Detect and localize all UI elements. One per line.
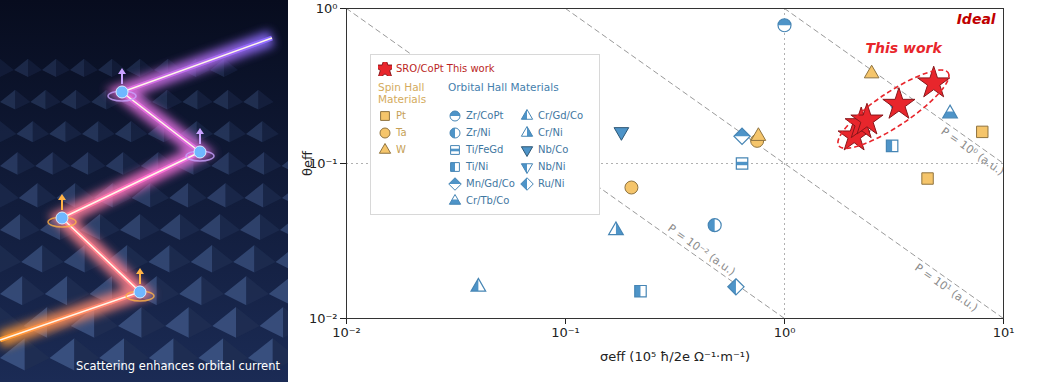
svg-text:10¹: 10¹ [993, 325, 1015, 340]
html-text:W: W [396, 143, 406, 155]
html-text:Ta: Ta [396, 126, 407, 138]
html-text:SRO/CoPt This work: SRO/CoPt This work [396, 62, 495, 74]
html-text:Ti/FeGd: Ti/FeGd [466, 143, 504, 155]
svg-text:Scattering enhances orbital cu: Scattering enhances orbital current [76, 359, 281, 373]
svg-text:10⁰: 10⁰ [774, 325, 796, 340]
html-text:Ti/Ni: Ti/Ni [466, 160, 489, 172]
svg-text:10⁻²: 10⁻² [332, 325, 361, 340]
html-text:Cr/Gd/Co: Cr/Gd/Co [538, 109, 583, 121]
html-text:Ru/Ni: Ru/Ni [538, 177, 565, 189]
html-text:Zr/Ni: Zr/Ni [466, 126, 491, 138]
svg-text:σeff (10⁵ ħ/2e Ω⁻¹·m⁻¹): σeff (10⁵ ħ/2e Ω⁻¹·m⁻¹) [600, 349, 750, 364]
svg-text:P = 10¹ (a.u.): P = 10¹ (a.u.) [912, 261, 980, 314]
html-text:Zr/CoPt: Zr/CoPt [466, 109, 504, 121]
html-text:Cr/Ni: Cr/Ni [538, 126, 563, 138]
svg-text:10⁰: 10⁰ [316, 1, 338, 16]
html-text:Orbital Hall Materials: Orbital Hall Materials [448, 81, 559, 93]
html-text:Mn/Gd/Co: Mn/Gd/Co [466, 177, 515, 189]
svg-text:P = 10⁻² (a.u.): P = 10⁻² (a.u.) [665, 222, 738, 279]
svg-text:This work: This work [866, 40, 944, 56]
svg-text:θeff: θeff [300, 150, 315, 176]
html-text:Spin Hall Materials: Spin Hall Materials [378, 81, 427, 105]
html-text:Cr/Tb/Co: Cr/Tb/Co [466, 194, 510, 206]
html-text:Nb/Co: Nb/Co [538, 143, 569, 155]
svg-text:10⁻¹: 10⁻¹ [551, 325, 580, 340]
svg-text:P = 10⁰ (a.u.): P = 10⁰ (a.u.) [939, 125, 1007, 178]
svg-text:Ideal: Ideal [957, 11, 996, 27]
svg-text:10⁻²: 10⁻² [309, 311, 338, 326]
html-text:Nb/Ni: Nb/Ni [538, 160, 566, 172]
html-text:Pt: Pt [396, 109, 406, 121]
svg-text:10⁻¹: 10⁻¹ [308, 155, 338, 171]
